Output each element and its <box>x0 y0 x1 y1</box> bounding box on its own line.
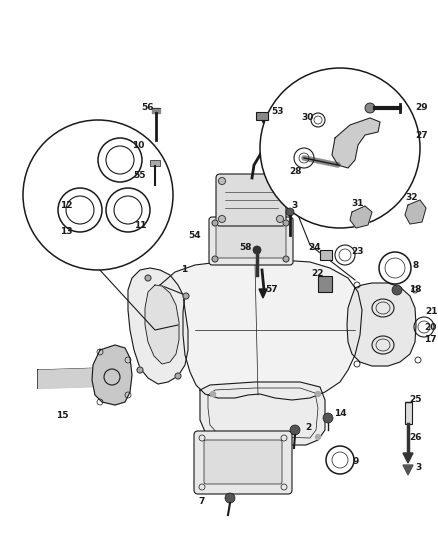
Text: 3: 3 <box>415 464 421 472</box>
Circle shape <box>283 220 289 226</box>
FancyBboxPatch shape <box>194 431 292 494</box>
Circle shape <box>283 256 289 262</box>
Bar <box>405 402 412 424</box>
Text: 24: 24 <box>309 244 321 253</box>
Text: 55: 55 <box>134 171 146 180</box>
Polygon shape <box>232 230 288 262</box>
Circle shape <box>212 220 218 226</box>
Circle shape <box>276 215 283 222</box>
Polygon shape <box>92 345 132 405</box>
Circle shape <box>253 246 261 254</box>
Circle shape <box>260 68 420 228</box>
Circle shape <box>211 434 215 440</box>
Text: 3: 3 <box>292 201 298 211</box>
Text: 32: 32 <box>406 193 418 203</box>
Circle shape <box>365 103 375 113</box>
FancyBboxPatch shape <box>216 224 286 258</box>
Text: 58: 58 <box>240 244 252 253</box>
Polygon shape <box>145 285 179 364</box>
Text: 23: 23 <box>352 247 364 256</box>
Text: 10: 10 <box>132 141 144 149</box>
Bar <box>320 250 332 260</box>
Text: 11: 11 <box>134 221 146 230</box>
Circle shape <box>175 373 181 379</box>
FancyBboxPatch shape <box>216 174 286 226</box>
Circle shape <box>290 425 300 435</box>
Bar <box>256 112 268 120</box>
Text: 12: 12 <box>60 200 72 209</box>
FancyBboxPatch shape <box>204 440 282 484</box>
Text: 54: 54 <box>189 230 201 239</box>
Text: 56: 56 <box>142 103 154 112</box>
Text: 21: 21 <box>426 308 438 317</box>
Text: 8: 8 <box>413 261 419 270</box>
Text: 13: 13 <box>60 228 72 237</box>
Text: 1: 1 <box>181 265 187 274</box>
Polygon shape <box>405 200 426 224</box>
Polygon shape <box>128 268 188 384</box>
Circle shape <box>137 367 143 373</box>
Circle shape <box>212 256 218 262</box>
Polygon shape <box>332 118 380 168</box>
Circle shape <box>225 493 235 503</box>
Text: 53: 53 <box>271 108 283 117</box>
Circle shape <box>183 293 189 299</box>
Polygon shape <box>259 289 267 298</box>
Circle shape <box>315 392 321 397</box>
Circle shape <box>219 177 226 184</box>
Text: 30: 30 <box>302 114 314 123</box>
Polygon shape <box>403 465 413 475</box>
Text: 26: 26 <box>410 433 422 442</box>
Circle shape <box>276 177 283 184</box>
Circle shape <box>211 392 215 397</box>
Text: 22: 22 <box>312 270 324 279</box>
Circle shape <box>145 275 151 281</box>
Text: 9: 9 <box>353 457 359 466</box>
Text: 14: 14 <box>334 409 346 418</box>
Text: 15: 15 <box>56 410 68 419</box>
Text: 27: 27 <box>416 131 428 140</box>
Text: 25: 25 <box>410 395 422 405</box>
Polygon shape <box>347 283 416 366</box>
Circle shape <box>392 285 402 295</box>
Bar <box>318 276 332 292</box>
Text: 20: 20 <box>424 324 436 333</box>
Text: 31: 31 <box>352 199 364 208</box>
Circle shape <box>323 413 333 423</box>
Text: 57: 57 <box>266 286 278 295</box>
Text: 2: 2 <box>305 424 311 432</box>
Circle shape <box>219 215 226 222</box>
Bar <box>150 160 160 166</box>
Polygon shape <box>403 453 413 463</box>
Text: 29: 29 <box>416 103 428 112</box>
Polygon shape <box>200 382 325 445</box>
Circle shape <box>23 120 173 270</box>
FancyBboxPatch shape <box>209 217 293 265</box>
Text: 18: 18 <box>409 286 421 295</box>
Text: 7: 7 <box>199 497 205 506</box>
Polygon shape <box>160 260 362 400</box>
Polygon shape <box>350 206 372 228</box>
Circle shape <box>315 434 321 440</box>
Circle shape <box>286 208 294 216</box>
Text: 28: 28 <box>289 167 301 176</box>
Text: 17: 17 <box>424 335 436 344</box>
Bar <box>152 108 160 113</box>
